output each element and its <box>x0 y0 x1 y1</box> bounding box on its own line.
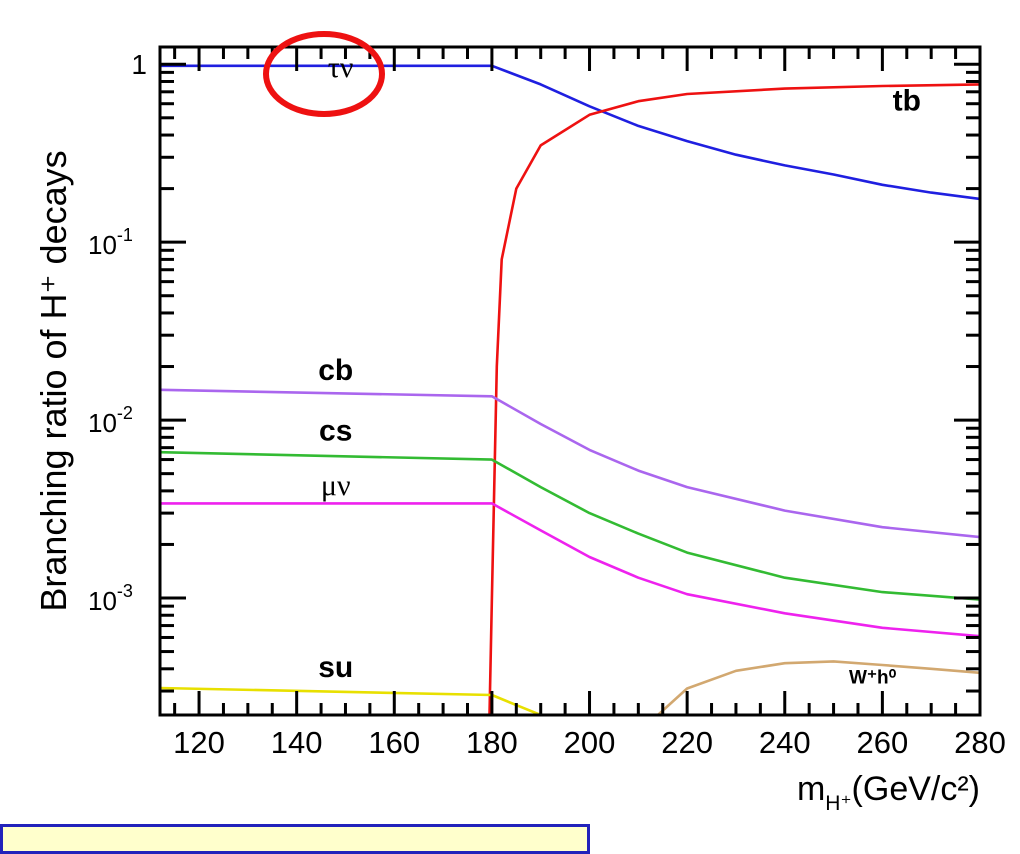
series-label-tb: tb <box>893 84 921 117</box>
x-tick-label: 240 <box>759 725 811 760</box>
series-line-tb <box>488 83 980 715</box>
series-layer <box>160 64 980 715</box>
series-label-cs: cs <box>319 414 352 447</box>
series-label-cb: cb <box>318 354 353 387</box>
x-tick-label: 180 <box>466 725 518 760</box>
series-label-tau-nu: τν <box>328 51 354 84</box>
x-tick-label: 220 <box>661 725 713 760</box>
series-label-w-h0: W⁺h⁰ <box>849 668 897 689</box>
y-tick-exponent: -3 <box>117 581 133 601</box>
labels-layer: τν tb cb cs μν su W⁺h⁰ <box>318 51 921 689</box>
series-line-su <box>160 686 542 715</box>
x-axis-title-subscript: H⁺ <box>825 792 851 815</box>
branching-ratio-chart: τν tb cb cs μν su W⁺h⁰ 120 140 160 180 200 220 240 26… <box>33 31 1006 815</box>
series-line-w-h0 <box>657 660 980 715</box>
y-tick-label: 10-3 <box>88 581 133 616</box>
x-axis-title-main: m <box>797 770 825 808</box>
x-tick-label: 200 <box>564 725 616 760</box>
y-axis-title: Branching ratio of H⁺ decays <box>33 150 74 611</box>
highlight-circle <box>263 31 385 117</box>
series-line-cs <box>160 450 980 601</box>
series-label-su: su <box>318 651 353 684</box>
series-line-cb <box>160 388 980 539</box>
x-axis-title-units: (GeV/c²) <box>852 770 980 808</box>
series-line-mu-nu <box>160 502 980 638</box>
footer-box <box>0 824 590 854</box>
x-tick-label: 160 <box>368 725 420 760</box>
y-tick-label: 1 <box>131 49 147 80</box>
plot-background <box>160 47 980 715</box>
x-tick-label: 120 <box>173 725 225 760</box>
x-axis-title: mH⁺(GeV/c²) <box>797 770 980 815</box>
series-line-tau-nu <box>160 64 980 201</box>
x-tick-label: 260 <box>857 725 909 760</box>
y-tick-exponent: -2 <box>117 403 133 423</box>
y-tick-label: 10-1 <box>88 225 133 260</box>
plot-frame <box>158 45 982 717</box>
x-tick-label: 280 <box>954 725 1006 760</box>
x-tick-label: 140 <box>271 725 323 760</box>
series-label-mu-nu: μν <box>321 469 351 502</box>
y-tick-label: 10-2 <box>88 403 133 438</box>
y-tick-exponent: -1 <box>117 225 133 245</box>
